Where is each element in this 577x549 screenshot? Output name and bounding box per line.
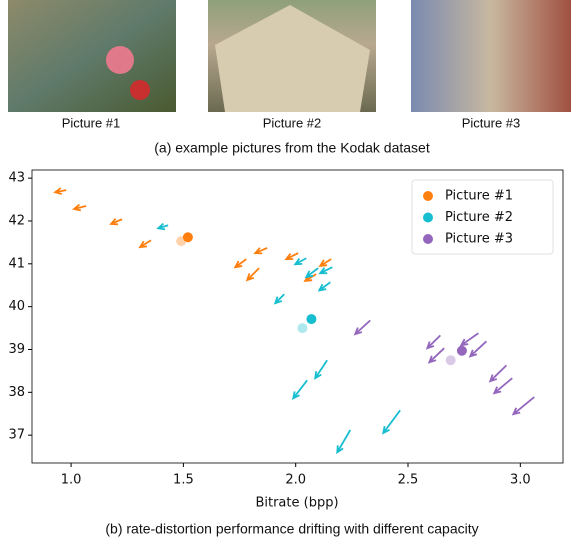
x-axis-label: Bitrate (bpp) xyxy=(255,496,338,511)
drift-arrow xyxy=(461,333,478,345)
caption: (a) example pictures from the Kodak data… xyxy=(154,140,430,156)
legend-marker xyxy=(423,213,433,223)
point xyxy=(306,314,316,324)
drift-arrow xyxy=(293,380,307,398)
faded-point xyxy=(446,355,456,365)
picture-label: Picture #2 xyxy=(263,115,322,130)
drift-arrow xyxy=(140,240,151,247)
drift-arrow xyxy=(494,378,512,393)
drift-arrow xyxy=(255,248,267,254)
y-tick-label: 37 xyxy=(8,428,25,443)
drift-arrow xyxy=(490,365,506,381)
x-tick-label: 2.0 xyxy=(285,473,306,488)
drift-arrow xyxy=(315,360,327,378)
legend-label: Picture #1 xyxy=(445,189,513,204)
point xyxy=(183,232,193,242)
drift-arrow xyxy=(320,259,331,266)
x-tick-label: 1.5 xyxy=(173,473,194,488)
caption: (b) rate-distortion performance drifting… xyxy=(105,521,478,537)
drift-arrow xyxy=(286,253,298,259)
drift-arrow xyxy=(513,397,534,414)
figure: Picture #1 Picture #2 Picture #3 (a) exa… xyxy=(0,0,577,545)
x-tick-label: 1.0 xyxy=(61,473,82,488)
drift-arrow xyxy=(470,341,486,356)
drift-arrow xyxy=(319,282,330,290)
drift-arrow xyxy=(55,188,66,194)
legend-label: Picture #3 xyxy=(445,232,513,247)
y-tick-label: 43 xyxy=(8,171,25,186)
y-tick-label: 39 xyxy=(8,342,25,357)
legend-label: Picture #2 xyxy=(445,210,513,225)
flower xyxy=(130,80,150,100)
drift-arrow xyxy=(427,335,440,348)
drift-arrow xyxy=(383,410,400,433)
point xyxy=(457,346,467,356)
picture-3 xyxy=(411,0,571,112)
drift-arrow xyxy=(74,205,86,211)
picture-label: Picture #1 xyxy=(62,115,121,130)
drift-arrow xyxy=(111,219,122,225)
x-tick-label: 2.5 xyxy=(398,473,419,488)
y-tick-label: 41 xyxy=(8,256,25,271)
picture-1 xyxy=(8,0,176,112)
x-tick-label: 3.0 xyxy=(510,473,531,488)
flower xyxy=(106,46,134,74)
drift-arrow xyxy=(429,348,444,362)
picture-label: Picture #3 xyxy=(462,115,521,130)
drift-arrow xyxy=(337,430,350,452)
faded-point xyxy=(297,323,307,333)
drift-arrow xyxy=(306,268,318,277)
drift-arrow xyxy=(247,268,259,280)
legend-marker xyxy=(423,191,433,201)
drift-arrow xyxy=(275,294,284,303)
y-tick-label: 40 xyxy=(8,299,25,314)
drift-arrow xyxy=(158,224,168,230)
drift-arrow xyxy=(320,267,332,273)
legend-marker xyxy=(423,234,433,244)
drift-arrow xyxy=(355,320,370,334)
y-tick-label: 42 xyxy=(8,213,25,228)
y-tick-label: 38 xyxy=(8,385,25,400)
drift-arrow xyxy=(235,259,246,267)
drift-arrow xyxy=(295,258,306,264)
